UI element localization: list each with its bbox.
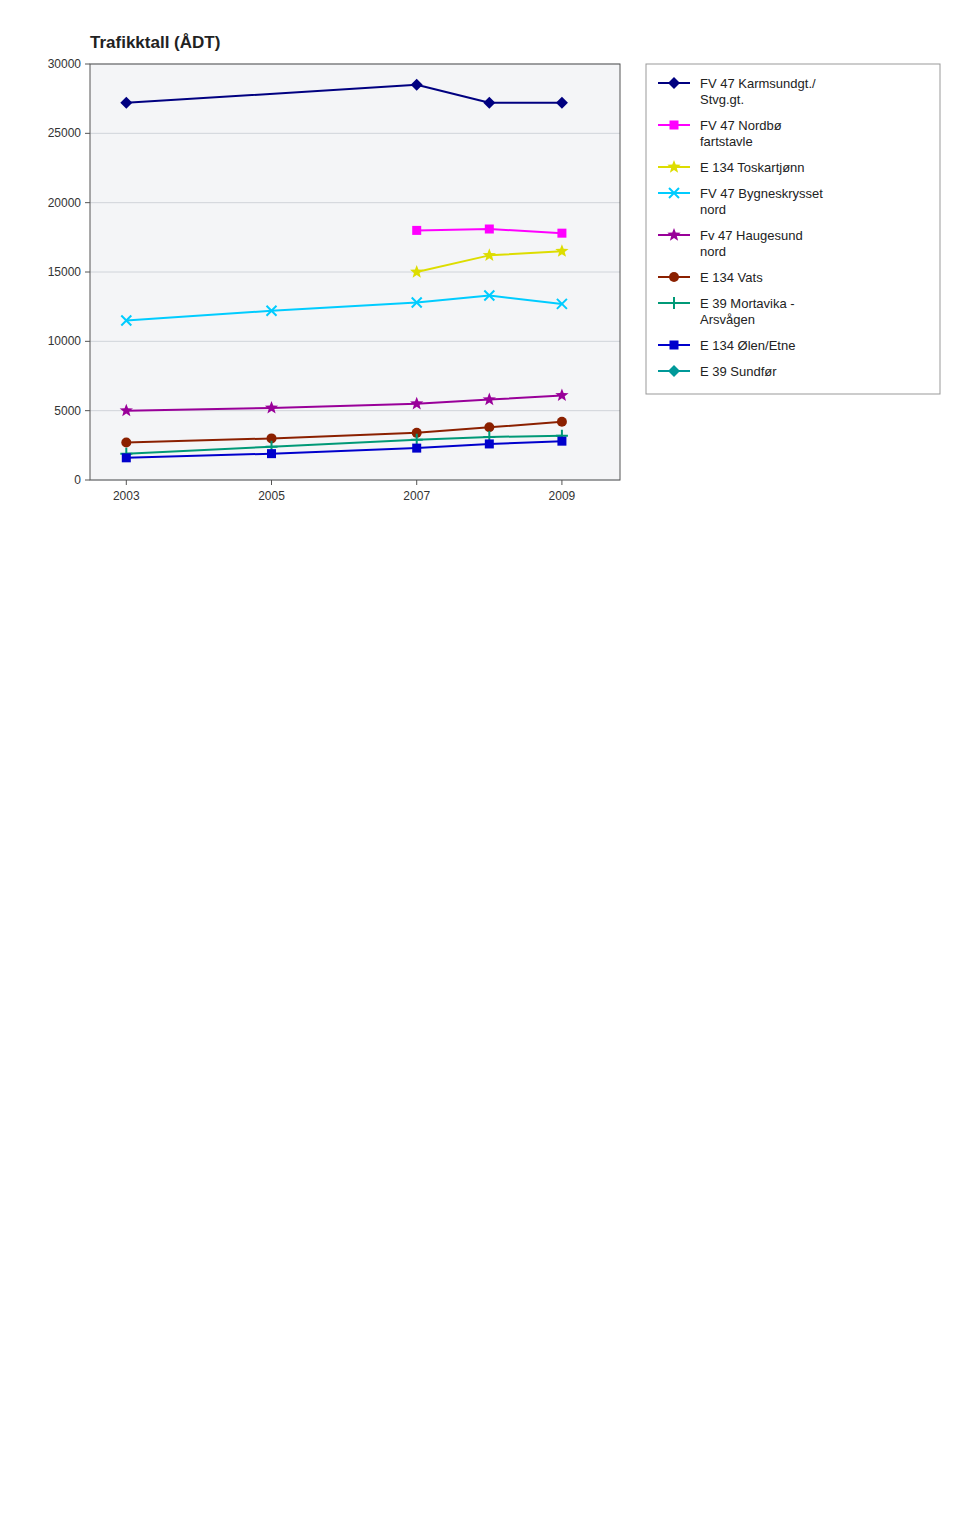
data-point: [485, 439, 494, 448]
data-point: [412, 298, 422, 308]
x-tick-label: 2003: [113, 489, 140, 503]
legend-label-line: E 39 Mortavika -: [700, 296, 795, 311]
legend-label-line: FV 47 Karmsundgt./: [700, 76, 816, 91]
y-tick-label: 10000: [48, 334, 82, 348]
x-tick-label: 2007: [403, 489, 430, 503]
y-tick: [85, 64, 90, 65]
y-tick: [85, 133, 90, 134]
plot-area: [120, 79, 569, 463]
legend-marker: [668, 365, 680, 377]
y-tick: [85, 272, 90, 273]
x-tick: [126, 480, 127, 485]
data-point: [483, 97, 495, 109]
legend-label-line: FV 47 Bygneskrysset: [700, 186, 823, 201]
legend-marker: [669, 272, 679, 282]
series-line: [126, 395, 562, 410]
data-point: [122, 453, 131, 462]
legend-label-line: Arsvågen: [700, 312, 755, 327]
legend-label-line: Stvg.gt.: [700, 92, 744, 107]
series-line: [126, 85, 562, 103]
legend-marker: [667, 228, 680, 241]
legend-marker: [669, 188, 679, 198]
legend-label-line: E 134 Toskartjønn: [700, 160, 805, 175]
x-tick: [416, 480, 417, 485]
legend-label-line: E 134 Ølen/Etne: [700, 338, 795, 353]
legend-marker: [670, 341, 679, 350]
data-point: [484, 422, 494, 432]
data-point: [557, 437, 566, 446]
data-point: [557, 229, 566, 238]
legend-marker: [670, 121, 679, 130]
y-tick: [85, 341, 90, 342]
data-point: [555, 388, 568, 401]
y-tick-label: 25000: [48, 126, 82, 140]
legend-label-line: FV 47 Nordbø: [700, 118, 782, 133]
series-line: [126, 296, 562, 321]
legend-label-line: fartstavle: [700, 134, 753, 149]
data-point: [120, 404, 133, 417]
legend-label-line: E 134 Vats: [700, 270, 763, 285]
legend-box: [646, 64, 940, 394]
data-point: [483, 248, 496, 261]
grid-line: [90, 133, 620, 134]
y-tick: [85, 202, 90, 203]
y-tick-label: 0: [74, 473, 81, 487]
data-point: [267, 449, 276, 458]
legend-label: E 39 Sundfør: [700, 364, 777, 379]
y-tick: [85, 410, 90, 411]
data-point: [412, 226, 421, 235]
data-point: [483, 393, 496, 406]
data-point: [485, 225, 494, 234]
chart-title: Trafikktall (ÅDT): [90, 33, 220, 52]
legend-label-line: nord: [700, 244, 726, 259]
legend-label: FV 47 Karmsundgt./Stvg.gt.: [700, 76, 816, 107]
legend-label: E 134 Toskartjønn: [700, 160, 805, 175]
legend-label: FV 47 Bygneskryssetnord: [700, 186, 823, 217]
x-tick: [561, 480, 562, 485]
chart-svg: Trafikktall (ÅDT) 0 5000 10000 15000 20000 250…: [0, 0, 960, 1528]
data-point: [410, 397, 423, 410]
legend-marker: [668, 297, 680, 309]
legend-label: Fv 47 Haugesundnord: [700, 228, 803, 259]
data-point: [120, 97, 132, 109]
y-tick: [85, 480, 90, 481]
grid-line: [90, 341, 620, 342]
legend-label: E 134 Vats: [700, 270, 763, 285]
data-point: [410, 265, 423, 278]
data-point: [267, 306, 277, 316]
x-tick-label: 2005: [258, 489, 285, 503]
legend-label: E 134 Ølen/Etne: [700, 338, 795, 353]
series-line: [126, 441, 562, 458]
data-point: [557, 299, 567, 309]
plot-frame: [90, 64, 620, 480]
data-point: [556, 97, 568, 109]
legend-label: FV 47 Nordbøfartstavle: [700, 118, 782, 149]
legend-label-line: E 39 Sundfør: [700, 364, 777, 379]
y-tick-label: 20000: [48, 196, 82, 210]
series-line: [126, 422, 562, 443]
y-tick-label: 15000: [48, 265, 82, 279]
grid-line: [90, 272, 620, 273]
grid-line: [90, 202, 620, 203]
data-point: [411, 79, 423, 91]
y-tick-label: 30000: [48, 57, 82, 71]
legend-marker: [667, 160, 680, 173]
data-point: [265, 401, 278, 414]
legend: FV 47 Karmsundgt./Stvg.gt. FV 47 Nordbøfa…: [646, 64, 940, 394]
y-tick-label: 5000: [54, 404, 81, 418]
data-point: [555, 244, 568, 257]
data-point: [121, 438, 131, 448]
plot-background: [90, 64, 620, 480]
x-tick-label: 2009: [549, 489, 576, 503]
legend-label-line: nord: [700, 202, 726, 217]
data-point: [484, 291, 494, 301]
x-tick: [271, 480, 272, 485]
data-point: [412, 444, 421, 453]
legend-label: E 39 Mortavika -Arsvågen: [700, 296, 795, 327]
legend-marker: [668, 77, 680, 89]
data-point: [121, 316, 131, 326]
data-point: [557, 417, 567, 427]
legend-label-line: Fv 47 Haugesund: [700, 228, 803, 243]
